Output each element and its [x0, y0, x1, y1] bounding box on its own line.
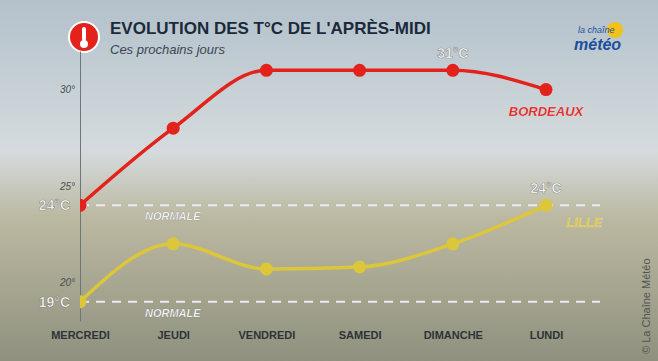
x-tick: JEUDI [157, 321, 189, 341]
series-point [540, 199, 553, 212]
reference-line [80, 301, 600, 303]
series-line [80, 205, 546, 301]
thermometer-icon [69, 22, 99, 52]
series-point [260, 64, 273, 77]
plot-area [80, 64, 600, 308]
series-point [167, 122, 180, 135]
logo-text: la chaîne [578, 25, 615, 35]
x-tick: LUNDI [530, 321, 564, 341]
background [0, 0, 658, 361]
y-axis: 20° 25° 30° [59, 52, 81, 322]
chart-container: EVOLUTION DES T°C DE L'APRÈS-MIDI Ces pro… [0, 0, 658, 361]
x-tick-label: SAMEDI [339, 329, 382, 341]
series-name: LILLE [566, 215, 602, 230]
series-point [80, 295, 87, 308]
reference-line [80, 204, 600, 206]
chart-svg: EVOLUTION DES T°C DE L'APRÈS-MIDI Ces pro… [0, 0, 658, 361]
icon-circle [69, 22, 99, 52]
series-point [353, 261, 366, 274]
title: EVOLUTION DES T°C DE L'APRÈS-MIDI [110, 19, 431, 38]
series-point [80, 199, 87, 212]
x-tick: MERCREDI [51, 321, 110, 341]
x-tick-label: DIMANCHE [424, 329, 483, 341]
x-tick: DIMANCHE [424, 321, 483, 341]
y-tick-label: 25° [59, 181, 75, 192]
series-line [80, 70, 546, 205]
series-point [446, 64, 459, 77]
x-tick: VENDREDI [238, 321, 295, 341]
x-tick-label: MERCREDI [51, 329, 110, 341]
y-tick-label: 30° [60, 84, 75, 95]
y-tick: 30° [60, 84, 80, 95]
logo: la chaînemétéo [574, 22, 623, 53]
series-point [167, 237, 180, 250]
series-point [446, 237, 459, 250]
icon-stem [82, 27, 86, 41]
credit: © La Chaîne Météo [640, 258, 652, 354]
x-tick-label: VENDREDI [238, 329, 295, 341]
y-axis-line [80, 52, 81, 322]
y-tick-label: 20° [59, 277, 75, 288]
labels: NORMALE NORMALE 24°C 31°C BORDEAUX 19°C 24°C LI… [39, 45, 603, 318]
y-tick: 20° [59, 277, 80, 288]
data-label: 31°C [437, 45, 468, 61]
subtitle: Ces prochains jours [110, 42, 225, 57]
data-label: 24°C [530, 180, 561, 196]
data-label: 19°C [39, 294, 70, 310]
x-tick-label: LUNDI [530, 329, 564, 341]
series-name: BORDEAUX [509, 104, 585, 119]
reference-label: NORMALE [145, 210, 201, 222]
x-tick-label: JEUDI [157, 329, 189, 341]
series-point [260, 262, 273, 275]
reference-label: NORMALE [145, 307, 201, 319]
y-tick: 25° [59, 181, 80, 192]
data-label: 24°C [39, 197, 70, 213]
series-point [353, 64, 366, 77]
logo-text: météo [574, 36, 621, 53]
series-point [540, 83, 553, 96]
x-axis: MERCREDI JEUDI VENDREDI SAMEDI DIMANCHE LUNDI [51, 321, 563, 341]
icon-bulb [80, 40, 88, 48]
x-tick: SAMEDI [339, 321, 382, 341]
